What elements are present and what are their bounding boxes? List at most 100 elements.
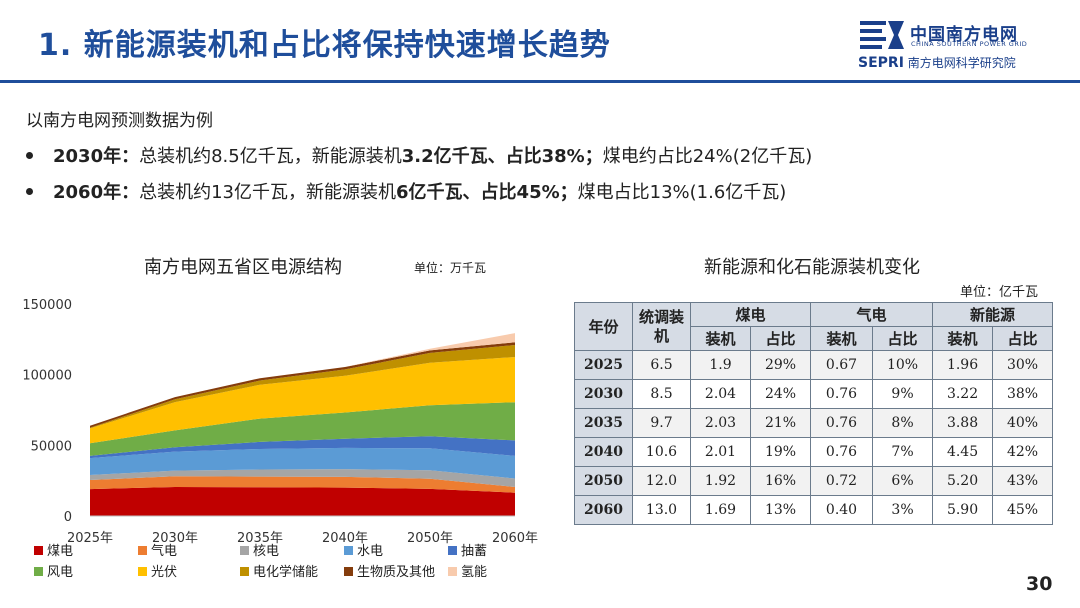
table-cell: 45%: [992, 495, 1054, 525]
header-new-capacity: 装机: [932, 326, 994, 351]
bullet-dot: [26, 151, 33, 159]
table-cell: 5.20: [932, 466, 994, 496]
table-cell: 2.03: [690, 408, 751, 438]
area-series: [90, 402, 515, 456]
legend-item: 光伏: [138, 561, 177, 580]
chart-legend: 煤电 气电 核电 水电 抽蓄风电 光伏 电化学储能 生物质及其他 氢能: [34, 540, 554, 584]
table-cell: 9%: [872, 379, 934, 409]
x-tick-label: 2030年: [152, 531, 198, 546]
table-cell: 0.40: [810, 495, 874, 525]
legend-swatch: [34, 567, 43, 576]
header-new-share: 占比: [992, 326, 1054, 351]
chart-title: 南方电网五省区电源结构: [144, 257, 342, 278]
company-logo: 中国南方电网 CHINA SOUTHERN POWER GRID SEPRI 南…: [858, 18, 1068, 74]
table-cell: 1.96: [932, 350, 994, 380]
legend-label: 风电: [47, 565, 74, 580]
table-cell-year: 2030: [574, 379, 633, 409]
legend-label: 生物质及其他: [357, 565, 436, 580]
bullet-text-a: 总装机约13亿千瓦，新能源装机: [139, 182, 397, 203]
table-cell: 43%: [992, 466, 1054, 496]
table-cell: 8.5: [632, 379, 691, 409]
table-cell: 0.76: [810, 437, 874, 467]
table-row: 2050 12.0 1.92 16% 0.72 6% 5.20 43%: [574, 466, 1054, 496]
grid-logo-icon: [860, 21, 904, 49]
table-cell: 1.69: [690, 495, 751, 525]
table-cell: 1.9: [690, 350, 751, 380]
legend-label: 电化学储能: [253, 565, 319, 580]
legend-item: 电化学储能: [240, 561, 318, 580]
table-cell: 10%: [872, 350, 934, 380]
logo-name-en: CHINA SOUTHERN POWER GRID: [911, 40, 1028, 48]
table-cell: 3.22: [932, 379, 994, 409]
legend-item: 氢能: [448, 561, 487, 580]
bullet-year: 2060年: [53, 182, 122, 203]
legend-item: 抽蓄: [448, 540, 487, 559]
legend-swatch: [240, 567, 249, 576]
y-tick-label: 0: [64, 510, 72, 525]
table-unit: 单位：亿千瓦: [960, 285, 1039, 300]
legend-swatch: [240, 546, 249, 555]
area-series: [90, 357, 515, 444]
table-cell-year: 2050: [574, 466, 633, 496]
table-cell: 0.76: [810, 408, 874, 438]
logo-sepri: SEPRI: [858, 55, 904, 71]
table-cell: 16%: [749, 466, 812, 496]
title-divider: [0, 80, 1080, 83]
legend-label: 光伏: [151, 565, 178, 580]
legend-label: 气电: [151, 544, 178, 559]
bullet-text-c: 煤电占比13%(1.6亿千瓦): [577, 182, 787, 203]
area-series: [90, 333, 515, 426]
x-tick-label: 2035年: [237, 531, 283, 546]
table-cell: 19%: [749, 437, 812, 467]
table-cell: 30%: [992, 350, 1054, 380]
bullet-text-b: 6亿千瓦、占比45%；: [396, 182, 578, 203]
table-cell: 21%: [749, 408, 812, 438]
legend-swatch: [138, 546, 147, 555]
bullet-2060: 2060年：总装机约13亿千瓦，新能源装机6亿千瓦、占比45%；煤电占比13%(…: [26, 178, 786, 204]
bullet-text-c: 煤电约占比24%(2亿千瓦): [602, 146, 813, 167]
header-coal-capacity: 装机: [690, 326, 751, 351]
header-coal-share: 占比: [749, 326, 812, 351]
area-series: [90, 487, 515, 516]
bullet-colon: ：: [121, 146, 140, 167]
table-row: 2025 6.5 1.9 29% 0.67 10% 1.96 30%: [574, 350, 1054, 380]
area-series: [90, 345, 515, 429]
table-row: 2060 13.0 1.69 13% 0.40 3% 5.90 45%: [574, 495, 1054, 525]
y-tick-label: 100000: [22, 369, 72, 384]
x-tick-label: 2040年: [322, 531, 368, 546]
table-cell: 6%: [872, 466, 934, 496]
legend-item: 煤电: [34, 540, 73, 559]
bullet-colon: ：: [121, 182, 140, 203]
x-tick-label: 2025年: [67, 531, 113, 546]
table-cell-year: 2040: [574, 437, 633, 467]
header-coal: 煤电: [689, 302, 812, 327]
bullet-text-a: 总装机约8.5亿千瓦，新能源装机: [139, 146, 402, 167]
table-cell: 0.76: [810, 379, 874, 409]
table-row: 2030 8.5 2.04 24% 0.76 9% 3.22 38%: [574, 379, 1054, 409]
legend-label: 核电: [253, 544, 280, 559]
table-body: 2025 6.5 1.9 29% 0.67 10% 1.96 30% 2030 8.5 2.04 24…: [574, 350, 1054, 525]
x-tick-label: 2050年: [407, 531, 453, 546]
table-cell: 38%: [992, 379, 1054, 409]
table-cell: 7%: [872, 437, 934, 467]
header-gas-capacity: 装机: [810, 326, 874, 351]
header-gas: 气电: [810, 302, 934, 327]
table-cell: 4.45: [932, 437, 994, 467]
header-new-energy: 新能源: [932, 302, 1054, 327]
table-cell: 3%: [872, 495, 934, 525]
legend-item: 核电: [240, 540, 279, 559]
chart-unit: 单位：万千瓦: [414, 261, 487, 275]
legend-label: 水电: [357, 544, 384, 559]
capacity-table: 年份 统调装机 煤电 气电 新能源 装机 占比 装机 占比 装机 占比 2025…: [574, 302, 1054, 525]
bullet-dot: [26, 187, 33, 195]
table-cell: 40%: [992, 408, 1054, 438]
table-row: 2035 9.7 2.03 21% 0.76 8% 3.88 40%: [574, 408, 1054, 438]
table-cell: 13%: [749, 495, 812, 525]
legend-swatch: [448, 546, 457, 555]
table-cell: 29%: [749, 350, 812, 380]
legend-swatch: [448, 567, 457, 576]
header-year: 年份: [574, 302, 633, 351]
slide-title: 1. 新能源装机和占比将保持快速增长趋势: [38, 28, 611, 63]
logo-institute-name: 南方电网科学研究院: [907, 56, 1016, 70]
page-number: 30: [1026, 573, 1053, 595]
